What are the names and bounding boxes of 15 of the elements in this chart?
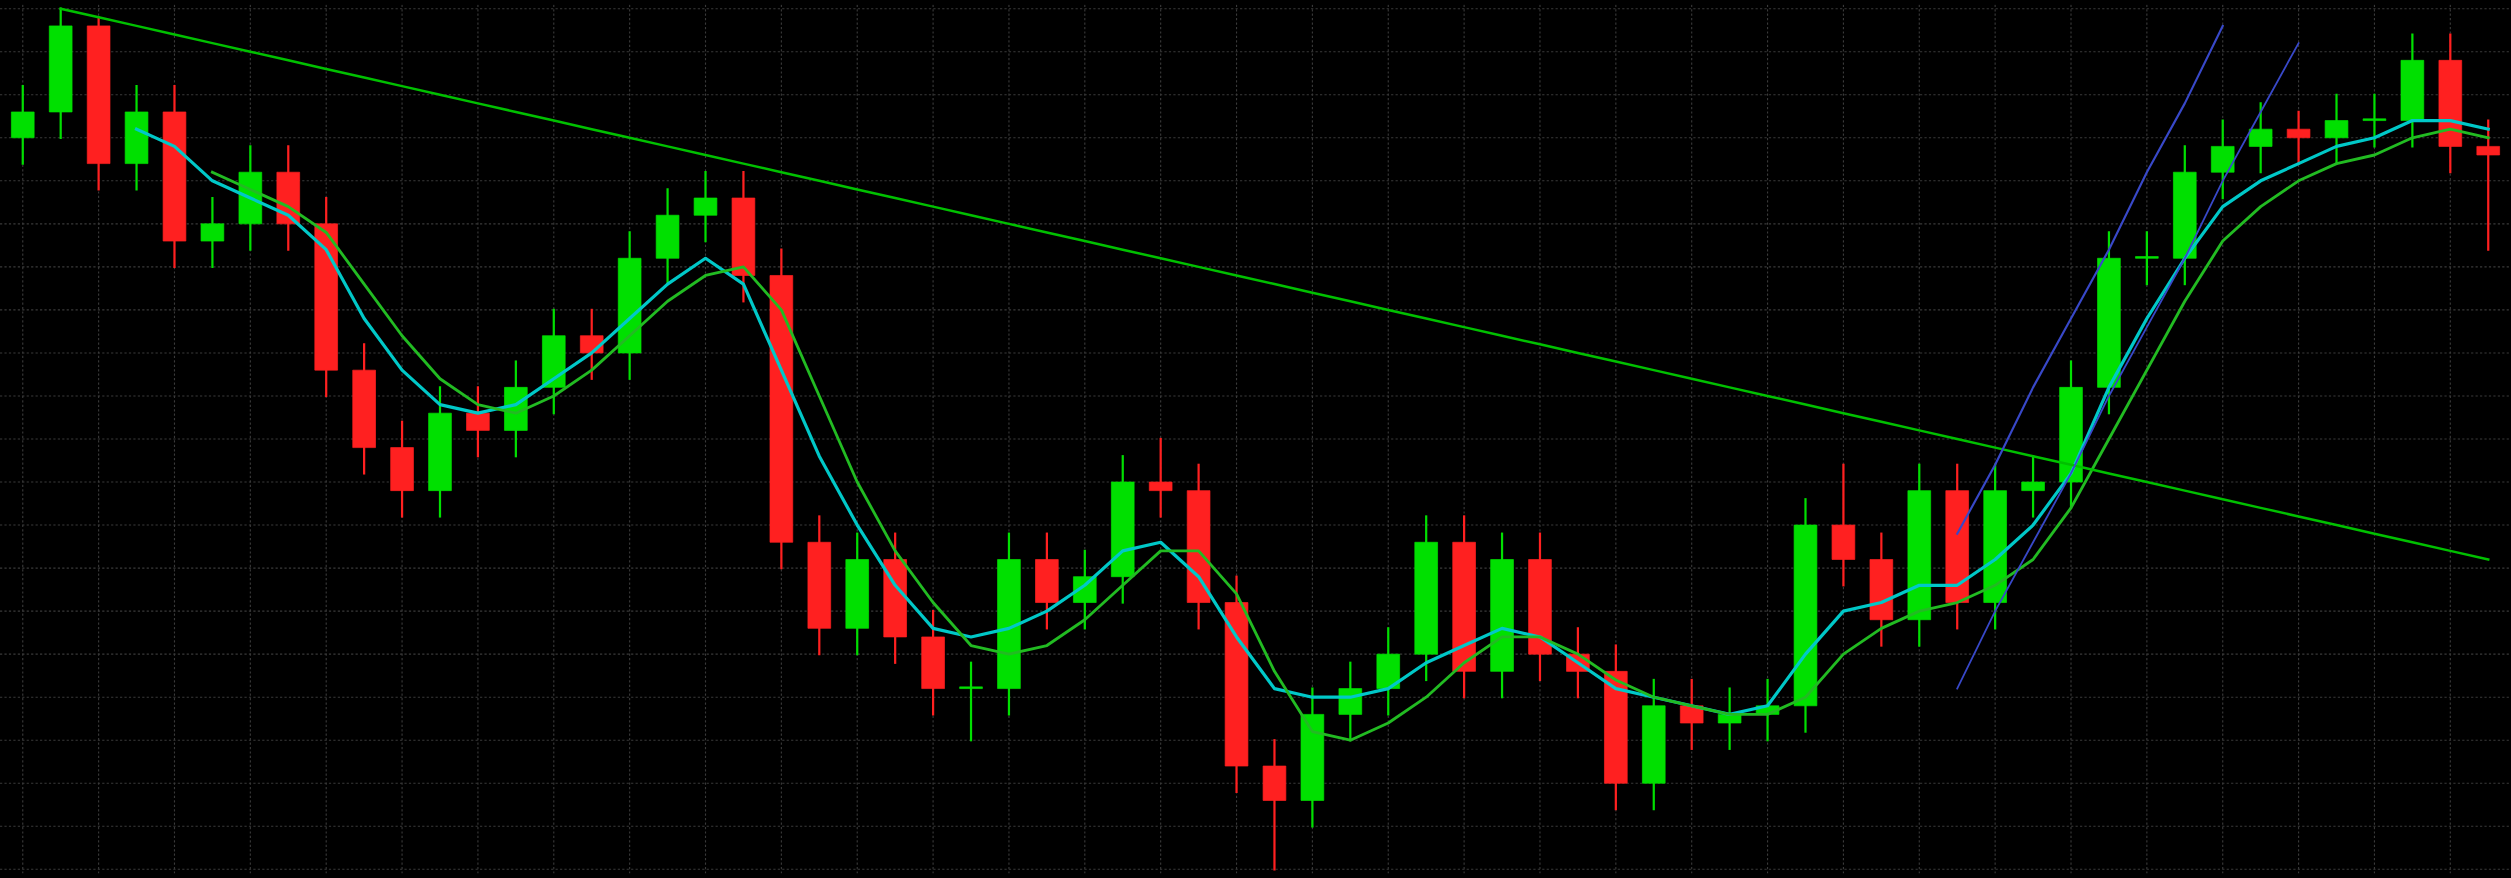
candlestick [2324,93,2349,165]
candlestick [1717,687,1742,750]
candlestick [2135,231,2159,286]
candlestick [2476,119,2500,251]
candlestick [693,171,718,243]
candlestick [2248,102,2273,174]
candlestick [2021,455,2045,518]
candlestick [466,386,490,458]
candlestick [2286,110,2311,165]
candlestick [1679,678,1704,750]
candlestick [1148,437,1173,518]
candlestick [959,661,983,742]
candlestick [200,196,225,268]
candlestick [579,308,604,380]
candlestick [2362,93,2387,148]
